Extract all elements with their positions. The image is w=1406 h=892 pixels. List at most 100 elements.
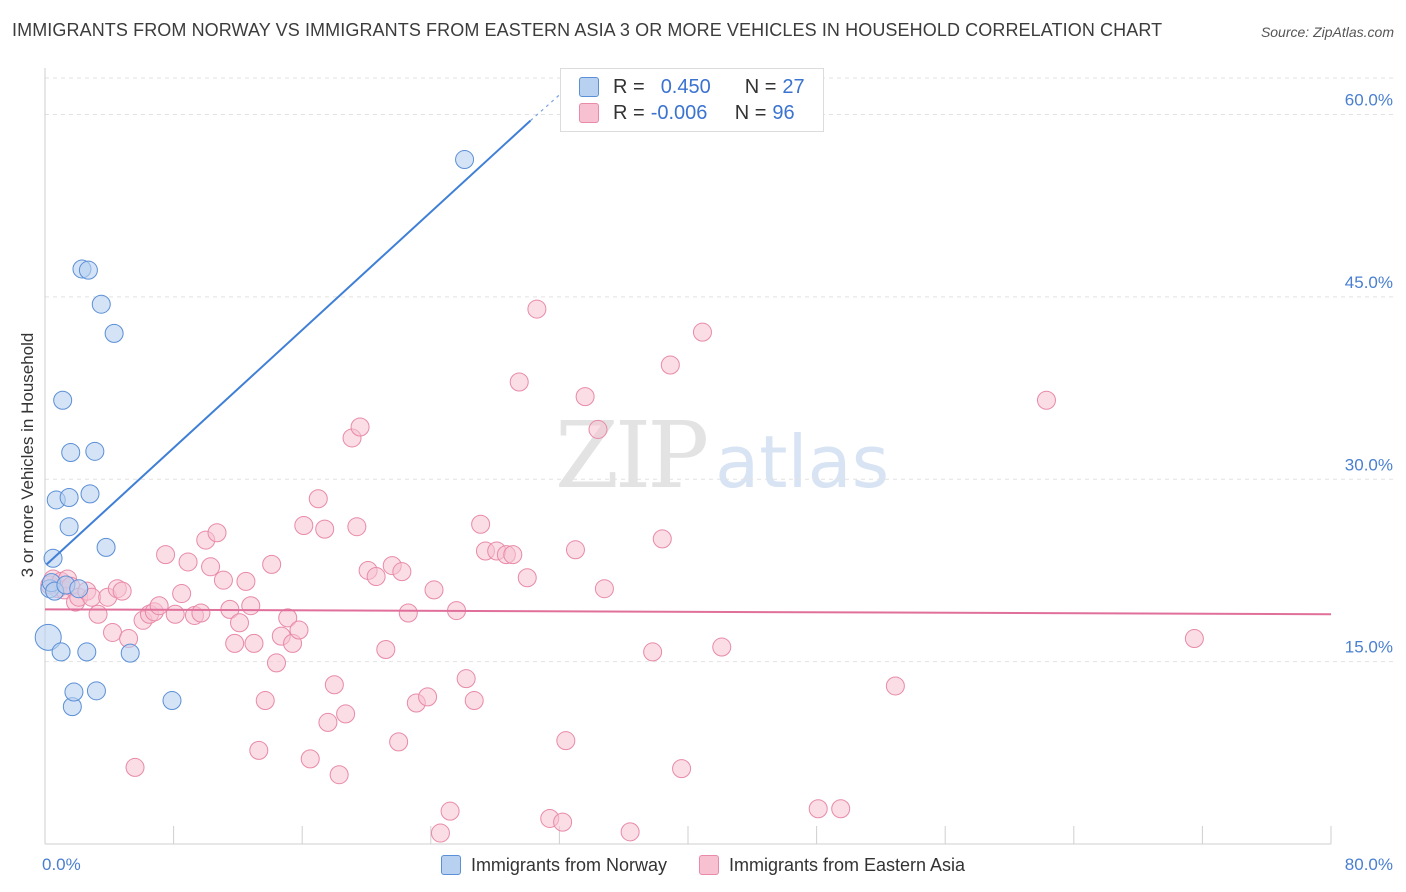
eastern-asia-point [565,540,585,560]
eastern-asia-point [289,620,309,640]
eastern-asia-point [262,554,282,574]
norway-point [96,537,116,557]
norway-r-value: 0.450 [660,75,711,98]
eastern-asia-point [392,562,412,582]
trend-layer [44,71,1332,616]
axis-layer [44,68,1332,845]
eastern-asia-point [112,581,132,601]
eastern-asia-point [278,608,298,628]
eastern-asia-point [103,622,123,642]
eastern-asia-point [620,822,640,842]
eastern-asia-r-label: R = [613,101,645,124]
eastern-asia-point [376,639,396,659]
eastern-asia-point [213,570,233,590]
norway-trend-line [45,119,532,566]
norway-point [51,642,71,662]
eastern-asia-r-value: -0.006 [650,101,708,124]
chart-source: Source: ZipAtlas.com [1260,24,1394,40]
norway-swatch [579,77,599,97]
eastern-asia-trend-line [44,608,1332,616]
eastern-asia-point [347,517,367,537]
norway-point [69,579,89,599]
norway-point [59,488,79,508]
eastern-asia-point [672,759,692,779]
eastern-asia-point [430,823,450,843]
norway-point [77,642,97,662]
x-tick-label: 80.0% [1345,855,1393,874]
eastern-asia-point [527,299,547,319]
eastern-asia-point [366,567,386,587]
norway-point [91,294,111,314]
eastern-asia-point [207,523,227,543]
eastern-asia-point [236,571,256,591]
eastern-asia-point [88,604,108,624]
eastern-asia-point [643,642,663,662]
eastern-asia-point [517,568,537,588]
eastern-asia-point [165,604,185,624]
eastern-asia-point [575,387,595,407]
eastern-asia-point [418,687,438,707]
eastern-asia-point [156,545,176,565]
x-tick-label: 0.0% [42,855,81,874]
eastern-asia-point [831,799,851,819]
watermark-atlas: atlas [715,420,890,504]
legend-label-eastern-asia: Immigrants from Eastern Asia [728,854,966,875]
norway-trend-extension [530,71,586,122]
norway-point [64,682,84,702]
eastern-asia-point [329,765,349,785]
eastern-asia-point [712,637,732,657]
norway-point [455,150,475,170]
eastern-asia-point [225,633,245,653]
norway-point [86,681,106,701]
norway-point [34,623,62,651]
eastern-asia-point [553,812,573,832]
eastern-asia-point [149,596,169,616]
eastern-asia-point [255,691,275,711]
legend-item-norway: Immigrants from Norway [440,852,667,878]
eastern-asia-point [172,584,192,604]
chart-title: IMMIGRANTS FROM NORWAY VS IMMIGRANTS FRO… [12,20,1163,40]
norway-points [34,150,475,717]
norway-point [61,443,81,463]
eastern-asia-point [509,372,529,392]
eastern-asia-point [125,757,145,777]
series-legend: Immigrants from Norway Immigrants from E… [0,852,1406,878]
norway-point [53,390,73,410]
eastern-asia-point [424,580,444,600]
legend-swatch-norway [440,855,461,875]
eastern-asia-point [350,417,370,437]
eastern-asia-point [324,675,344,695]
norway-point [120,643,140,663]
eastern-asia-n-value: 96 [772,101,795,124]
watermark-zip: ZIP [555,402,709,509]
eastern-asia-point [294,515,314,535]
norway-point [162,691,182,711]
y-tick-label: 15.0% [1345,638,1393,657]
eastern-asia-point [1184,629,1204,649]
norway-point [80,484,100,504]
eastern-asia-point [503,545,523,565]
eastern-asia-point [440,801,460,821]
zipatlas-watermark: ZIP atlas [555,402,889,509]
eastern-asia-point [652,529,672,549]
eastern-asia-point [398,603,418,623]
eastern-asia-point [594,579,614,599]
eastern-asia-point [389,732,409,752]
eastern-asia-point [178,552,198,572]
eastern-asia-point [230,613,250,633]
eastern-asia-point [456,669,476,689]
eastern-asia-point [464,691,484,711]
legend-label-norway: Immigrants from Norway [470,854,667,875]
eastern-asia-point [201,557,221,577]
eastern-asia-point [241,596,261,616]
eastern-asia-point [471,514,491,534]
eastern-asia-point [336,704,356,724]
y-axis-label: 3 or more Vehicles in Household [18,332,37,578]
eastern-asia-point [191,603,211,623]
eastern-asia-point [660,355,680,375]
correlation-legend: R = 0.450 N = 27 R = -0.006 N = 96 [560,68,824,132]
eastern-asia-point [1036,390,1056,410]
legend-row-eastern-asia: R = -0.006 N = 96 [579,100,795,126]
eastern-asia-point [249,740,269,760]
norway-n-label: N = [744,75,777,98]
